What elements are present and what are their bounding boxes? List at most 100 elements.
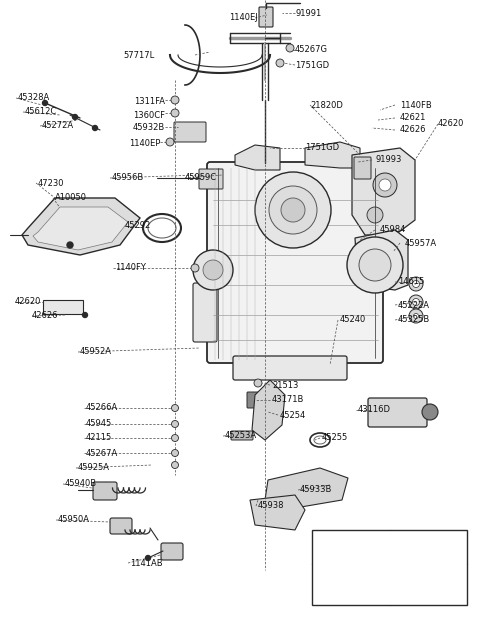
Text: 45940B: 45940B [65, 479, 97, 489]
Text: 1751GD: 1751GD [305, 143, 339, 152]
Text: 45222A: 45222A [398, 301, 430, 309]
Text: 91991: 91991 [295, 9, 321, 18]
Text: 1751GD: 1751GD [295, 60, 329, 69]
FancyBboxPatch shape [174, 122, 206, 142]
Circle shape [276, 59, 284, 67]
Polygon shape [265, 468, 348, 508]
Circle shape [171, 450, 179, 457]
Text: 45938: 45938 [258, 501, 285, 511]
Circle shape [425, 581, 432, 588]
Text: 1141AB: 1141AB [130, 559, 163, 567]
Text: 45292: 45292 [125, 221, 151, 230]
Text: 57717L: 57717L [124, 50, 155, 60]
Polygon shape [235, 145, 280, 170]
Text: 45240: 45240 [340, 316, 366, 325]
Circle shape [255, 172, 331, 248]
Text: 42115: 42115 [86, 433, 112, 442]
FancyBboxPatch shape [259, 7, 273, 27]
FancyBboxPatch shape [354, 157, 371, 179]
Text: 1339GC: 1339GC [410, 543, 446, 552]
Text: 45933B: 45933B [300, 486, 332, 494]
Circle shape [422, 404, 438, 420]
Circle shape [359, 249, 391, 281]
Text: 45932B: 45932B [133, 123, 165, 133]
Text: 45254: 45254 [280, 411, 306, 420]
Text: A10050: A10050 [55, 194, 87, 203]
FancyBboxPatch shape [199, 169, 223, 189]
Circle shape [43, 101, 48, 106]
Circle shape [145, 555, 151, 560]
Circle shape [412, 281, 420, 287]
Circle shape [171, 435, 179, 442]
Text: 14615: 14615 [398, 277, 424, 286]
Text: 43171B: 43171B [272, 396, 304, 404]
Text: 1360CF: 1360CF [133, 111, 165, 120]
Polygon shape [250, 495, 305, 530]
FancyBboxPatch shape [207, 162, 383, 363]
Polygon shape [33, 207, 128, 250]
Text: 45266A: 45266A [86, 403, 118, 413]
Circle shape [171, 109, 179, 117]
Circle shape [203, 260, 223, 280]
Text: 21820D: 21820D [310, 101, 343, 109]
Circle shape [93, 126, 97, 130]
Bar [312, 530, 467, 605]
Text: 45325B: 45325B [398, 316, 430, 325]
Circle shape [347, 237, 403, 293]
Circle shape [379, 179, 391, 191]
Circle shape [191, 264, 199, 272]
Text: 42626: 42626 [32, 311, 59, 321]
FancyBboxPatch shape [233, 356, 347, 380]
Text: 43116D: 43116D [358, 406, 391, 415]
Circle shape [166, 138, 174, 146]
Circle shape [254, 379, 262, 387]
Text: 45950A: 45950A [58, 516, 90, 525]
FancyBboxPatch shape [193, 283, 217, 342]
Text: 42620: 42620 [438, 120, 464, 128]
Text: 42621: 42621 [400, 113, 426, 123]
Circle shape [193, 250, 233, 290]
FancyBboxPatch shape [161, 543, 183, 560]
Text: 45612C: 45612C [25, 108, 57, 116]
Text: 45267A: 45267A [86, 448, 118, 457]
Circle shape [171, 404, 179, 411]
Text: 45957A: 45957A [405, 238, 437, 247]
Polygon shape [305, 142, 360, 168]
Text: 42620: 42620 [15, 298, 41, 306]
Circle shape [171, 96, 179, 104]
Text: 45255: 45255 [322, 433, 348, 442]
Text: 1140EP: 1140EP [129, 138, 160, 147]
Circle shape [409, 295, 423, 309]
Text: 45959C: 45959C [185, 174, 217, 182]
Text: 1311FA: 1311FA [134, 97, 165, 106]
Circle shape [171, 462, 179, 469]
Text: 1140FY: 1140FY [115, 264, 146, 272]
Text: 45328A: 45328A [18, 94, 50, 103]
Text: 45267G: 45267G [295, 45, 328, 55]
Circle shape [421, 578, 435, 592]
FancyBboxPatch shape [231, 431, 253, 440]
Polygon shape [355, 230, 408, 290]
Circle shape [83, 313, 87, 318]
Text: 45253A: 45253A [225, 431, 257, 440]
Circle shape [281, 198, 305, 222]
FancyBboxPatch shape [368, 398, 427, 427]
Circle shape [375, 250, 385, 260]
Circle shape [413, 313, 419, 318]
Text: 91993: 91993 [375, 155, 401, 165]
Circle shape [412, 299, 420, 306]
Circle shape [67, 242, 73, 248]
FancyBboxPatch shape [247, 392, 259, 408]
Circle shape [409, 309, 423, 323]
Text: 42626: 42626 [400, 126, 427, 135]
Circle shape [286, 44, 294, 52]
Polygon shape [22, 198, 140, 255]
FancyBboxPatch shape [43, 300, 83, 314]
Text: 45956B: 45956B [112, 174, 144, 182]
Circle shape [269, 186, 317, 234]
FancyBboxPatch shape [110, 518, 132, 534]
Circle shape [409, 277, 423, 291]
Text: 45952A: 45952A [80, 347, 112, 357]
Text: 45272A: 45272A [42, 121, 74, 130]
Circle shape [370, 245, 390, 265]
